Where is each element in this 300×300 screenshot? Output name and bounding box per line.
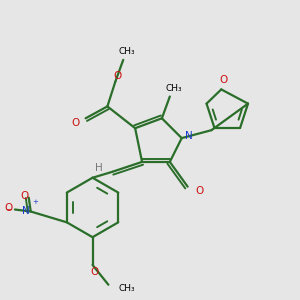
Text: N: N xyxy=(22,206,30,215)
Text: N: N xyxy=(185,131,193,141)
Text: −: − xyxy=(5,205,12,214)
Text: CH₃: CH₃ xyxy=(119,47,136,56)
Text: O: O xyxy=(195,186,204,196)
Text: CH₃: CH₃ xyxy=(118,284,135,293)
Text: +: + xyxy=(33,199,39,205)
Text: H: H xyxy=(94,163,102,173)
Text: O: O xyxy=(21,191,29,201)
Text: O: O xyxy=(219,74,227,85)
Text: O: O xyxy=(72,118,80,128)
Text: O: O xyxy=(113,71,122,81)
Text: CH₃: CH₃ xyxy=(166,84,182,93)
Text: O: O xyxy=(5,202,13,212)
Text: O: O xyxy=(90,267,99,277)
